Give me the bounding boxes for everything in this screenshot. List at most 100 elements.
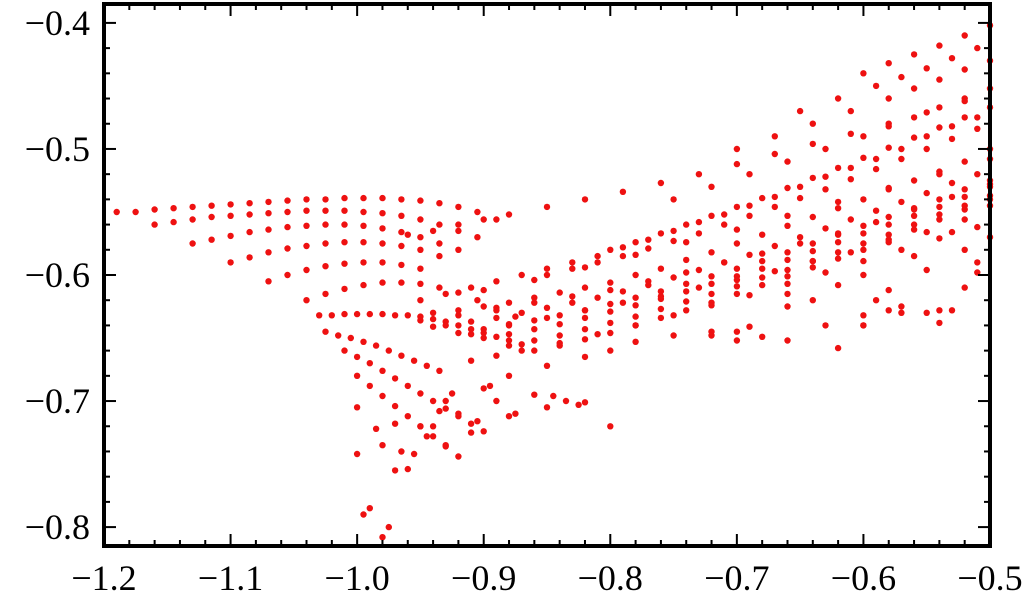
data-point — [366, 360, 373, 367]
data-point — [632, 313, 639, 320]
data-point — [575, 401, 582, 408]
data-point — [885, 221, 892, 228]
plot-frame — [102, 2, 992, 548]
data-point — [885, 307, 892, 314]
data-point — [366, 382, 373, 390]
data-point — [505, 337, 513, 344]
data-point — [834, 164, 842, 172]
data-point — [208, 236, 215, 243]
data-point — [809, 140, 816, 148]
data-point — [822, 225, 829, 232]
data-point — [961, 32, 968, 39]
data-point — [961, 66, 968, 73]
data-point — [531, 294, 538, 301]
data-point — [531, 317, 538, 324]
data-point — [404, 413, 411, 420]
data-point — [429, 227, 437, 235]
data-point — [910, 252, 918, 260]
data-point — [695, 218, 703, 226]
y-tick-label: −0.4 — [25, 3, 90, 43]
data-point — [594, 252, 601, 260]
x-tick-label: −0.5 — [957, 558, 1022, 598]
data-point — [759, 265, 766, 272]
data-point — [543, 404, 551, 411]
data-point — [151, 206, 158, 213]
data-point — [746, 323, 753, 330]
data-point — [322, 263, 329, 270]
data-point — [948, 135, 956, 143]
data-point — [366, 505, 373, 512]
data-point — [860, 133, 867, 140]
data-point — [822, 186, 829, 193]
data-point — [657, 314, 665, 322]
data-point — [404, 231, 411, 238]
data-point — [353, 404, 361, 411]
data-point — [784, 222, 791, 229]
x-tick-label: −1.1 — [198, 558, 263, 598]
data-point — [265, 210, 272, 217]
data-point — [746, 251, 753, 258]
data-point — [670, 196, 677, 203]
data-point — [847, 107, 854, 115]
data-point — [910, 114, 918, 121]
data-point — [910, 51, 918, 58]
data-point — [442, 397, 449, 405]
data-point — [885, 231, 892, 238]
data-point — [759, 281, 766, 289]
data-point — [404, 312, 411, 319]
data-point — [619, 252, 627, 260]
data-point — [834, 198, 842, 206]
data-point — [809, 213, 816, 221]
data-point — [847, 130, 854, 137]
data-point — [619, 244, 627, 251]
data-point — [170, 218, 177, 226]
data-point — [398, 242, 405, 250]
data-point — [379, 225, 386, 232]
data-point — [948, 179, 956, 187]
data-point — [410, 450, 418, 458]
data-point — [860, 246, 867, 253]
data-point — [733, 290, 741, 298]
data-point — [885, 144, 892, 151]
data-point — [898, 246, 905, 253]
data-point — [961, 246, 968, 253]
data-point — [132, 208, 139, 216]
data-point — [670, 274, 677, 281]
data-point — [493, 278, 500, 285]
data-point — [512, 410, 519, 417]
data-point — [771, 193, 778, 201]
data-point — [683, 269, 690, 276]
data-point — [531, 276, 538, 284]
data-point — [417, 246, 424, 253]
data-point — [746, 292, 753, 299]
data-point — [322, 290, 329, 298]
data-point — [607, 347, 614, 354]
data-point — [360, 208, 367, 216]
data-point — [480, 286, 487, 294]
data-point — [543, 304, 551, 311]
data-point — [328, 312, 335, 319]
data-point — [683, 256, 690, 264]
data-point — [657, 288, 665, 295]
data-point — [961, 114, 968, 121]
data-point — [607, 286, 614, 294]
data-point — [784, 290, 791, 298]
data-point — [246, 200, 253, 207]
data-point — [170, 205, 177, 212]
y-tick-label: −0.7 — [25, 381, 90, 421]
data-point — [569, 293, 576, 300]
data-point — [872, 297, 880, 304]
data-point — [961, 158, 968, 165]
data-point — [721, 221, 728, 228]
data-point — [746, 212, 753, 219]
data-point — [556, 289, 563, 296]
data-point — [417, 265, 424, 272]
data-point — [467, 284, 475, 291]
data-point — [360, 222, 367, 229]
data-point — [910, 226, 918, 233]
data-point — [948, 193, 956, 201]
data-point — [341, 239, 348, 246]
data-point — [872, 207, 880, 214]
data-point — [505, 413, 513, 420]
data-point — [455, 307, 462, 314]
